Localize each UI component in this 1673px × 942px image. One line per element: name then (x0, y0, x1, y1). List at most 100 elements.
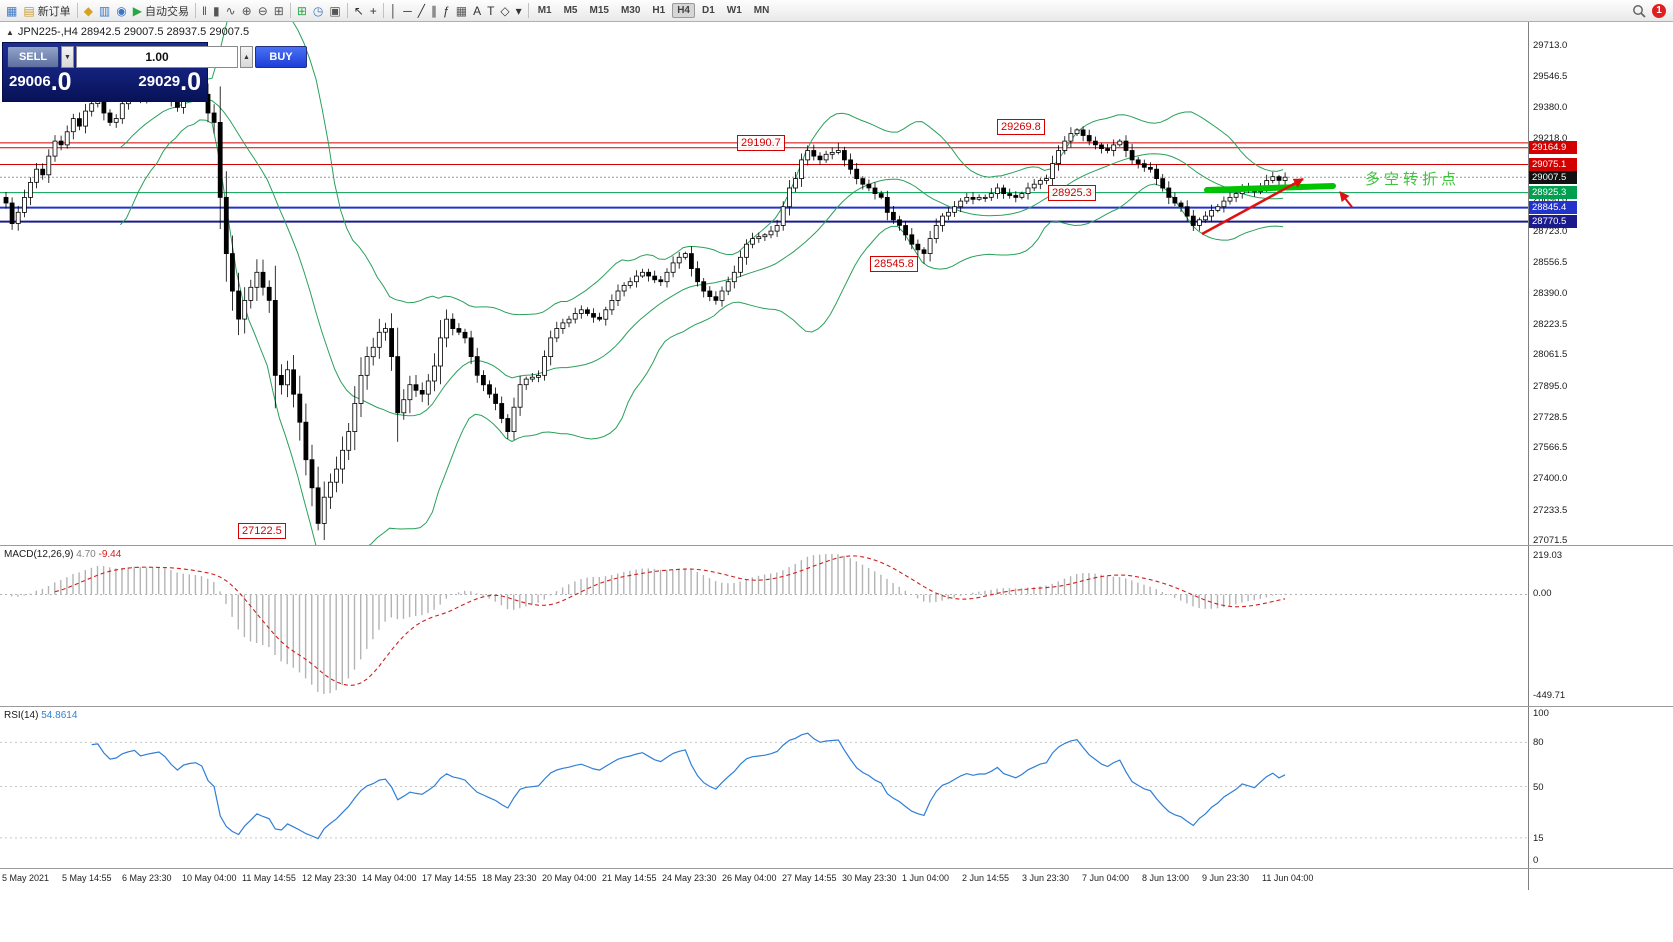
grid-button[interactable]: ▦ (453, 2, 470, 20)
axis-price-label: 27566.5 (1533, 442, 1568, 453)
period-button[interactable]: ◷ (310, 2, 326, 20)
rsi-label: RSI(14) 54.8614 (4, 710, 78, 721)
indicators-button[interactable]: ⊞ (294, 2, 310, 20)
price-annotation[interactable]: 29269.8 (997, 119, 1045, 135)
price-axis[interactable]: 29713.029546.529380.029218.029051.528890… (1528, 22, 1673, 890)
vline-button[interactable]: │ (387, 2, 401, 20)
text-icon: A (473, 3, 482, 18)
macd-axis-label: 219.03 (1533, 550, 1563, 561)
main-chart-svg[interactable] (0, 22, 1528, 545)
sell-button[interactable]: SELL (7, 46, 59, 68)
rsi-panel: RSI(14) 54.8614 (0, 707, 1528, 868)
new-chart-icon: ▦ (6, 3, 18, 18)
tile-windows-button[interactable]: ⊞ (271, 2, 287, 20)
shapes-dropdown[interactable]: ▾ (513, 2, 525, 20)
channel-button[interactable]: ∥ (428, 2, 440, 20)
panel-separator-1[interactable] (0, 545, 1673, 546)
timeframe-m15[interactable]: M15 (589, 5, 609, 16)
toolbar-separator (76, 3, 78, 18)
timeframe-m30[interactable]: M30 (620, 5, 641, 16)
tile-windows-icon: ⊞ (273, 3, 284, 18)
rsi-chart-svg[interactable] (0, 707, 1528, 868)
macd-signal-line (54, 555, 1286, 686)
volume-input[interactable] (76, 46, 238, 68)
time-axis-label: 11 Jun 04:00 (1262, 873, 1314, 883)
label-button[interactable]: T (484, 2, 497, 20)
search-icon[interactable] (1632, 4, 1646, 18)
notification-badge[interactable]: 1 (1652, 3, 1666, 18)
candles-layer (3, 79, 1288, 541)
buy-button[interactable]: BUY (255, 46, 307, 68)
red-pointer-arrow[interactable] (1339, 191, 1353, 208)
new-order-button[interactable]: ▤ 新订单 (20, 2, 73, 20)
line-chart-icon: ∿ (225, 3, 236, 18)
rsi-axis-label: 50 (1533, 782, 1544, 793)
candle-chart-icon: ▮ (212, 3, 220, 18)
cursor-button[interactable]: ↖ (351, 2, 367, 20)
price-tag: 29007.5 (1529, 171, 1577, 184)
line-chart-button[interactable]: ∿ (223, 2, 239, 20)
new-chart-button[interactable]: ▦ (3, 2, 20, 20)
price-annotation[interactable]: 28925.3 (1048, 185, 1096, 201)
text-button[interactable]: A (470, 2, 484, 20)
symbol-ohlc-text: JPN225-,H4 28942.5 29007.5 28937.5 29007… (17, 26, 250, 38)
timeframe-h4[interactable]: H4 (672, 3, 695, 18)
time-axis-label: 11 May 14:55 (242, 873, 296, 883)
green-support-line[interactable] (1204, 183, 1336, 193)
timeframe-w1[interactable]: W1 (726, 5, 742, 16)
volume-down-stepper[interactable]: ▼ (61, 46, 74, 68)
templates-button[interactable]: ▣ (326, 2, 343, 20)
zoom-out-icon: ⊖ (257, 3, 268, 18)
red-trendline-arrow[interactable] (1201, 177, 1304, 236)
rsi-line (91, 732, 1286, 840)
axis-price-label: 28723.0 (1533, 226, 1568, 237)
price-axis-main: 29713.029546.529380.029218.029051.528890… (1529, 22, 1673, 546)
price-annotation[interactable]: 28545.8 (870, 256, 918, 272)
hline-button[interactable]: ─ (400, 2, 415, 20)
price-annotation[interactable]: 29190.7 (737, 135, 785, 151)
macd-chart-svg[interactable] (0, 546, 1528, 706)
trendline-button[interactable]: ╱ (415, 2, 428, 20)
shapes-button[interactable]: ◇ (497, 2, 512, 20)
volume-up-stepper[interactable]: ▲ (240, 46, 253, 68)
timeframe-d1[interactable]: D1 (702, 5, 715, 16)
toolbar-groups: ▦ ▤ 新订单 ◆ ▥ ◉ ▶ 自动交易 ‖ ▮ ∿ ⊕ ⊖ ⊞ ⊞ ◷ ▣ ↖ + │ ─ ╱ ∥ ƒ ▦ A T ◇ ▾ (3, 2, 525, 20)
sell-price: 29006 .0 (9, 68, 72, 96)
time-axis-label: 21 May 14:55 (602, 873, 657, 883)
market-watch-button[interactable]: ▥ (96, 2, 113, 20)
hline-icon: ─ (403, 3, 412, 18)
axis-price-label: 29380.0 (1533, 102, 1568, 113)
template-button[interactable]: ◆ (81, 2, 96, 20)
fibonacci-button[interactable]: ƒ (440, 2, 453, 20)
timeframe-bar: M1 M5 M15 M30 H1 H4 D1 W1 MN (532, 3, 776, 18)
bar-chart-icon: ‖ (201, 3, 207, 18)
zoom-in-button[interactable]: ⊕ (239, 2, 255, 20)
timeframe-m1[interactable]: M1 (537, 5, 552, 16)
panel-separator-2[interactable] (0, 706, 1673, 707)
trendline-icon: ╱ (417, 3, 426, 18)
channel-icon: ∥ (431, 3, 438, 18)
time-axis-label: 27 May 14:55 (782, 873, 837, 883)
timeframe-m5[interactable]: M5 (563, 5, 578, 16)
time-axis-label: 7 Jun 04:00 (1082, 873, 1130, 883)
fibonacci-icon: ƒ (443, 3, 450, 18)
candle-chart-button[interactable]: ▮ (210, 2, 223, 20)
bar-chart-button[interactable]: ‖ (199, 2, 210, 20)
turning-point-note[interactable]: 多空转折点 (1365, 171, 1461, 188)
time-axis[interactable]: 5 May 2021 5 May 14:55 6 May 23:30 10 May 0… (0, 869, 1528, 890)
timeframe-h1[interactable]: H1 (652, 5, 666, 16)
axis-price-label: 29546.5 (1533, 71, 1568, 82)
alerts-button[interactable]: ◉ (113, 2, 129, 20)
timeframe-mn[interactable]: MN (753, 5, 770, 16)
time-axis-label: 18 May 23:30 (482, 873, 537, 883)
axis-price-label: 27400.0 (1533, 473, 1568, 484)
price-tag: 28770.5 (1529, 215, 1577, 228)
price-annotation[interactable]: 27122.5 (238, 523, 286, 539)
crosshair-button[interactable]: + (367, 2, 380, 20)
toolbar-separator (382, 3, 384, 18)
macd-axis-label: -449.71 (1533, 690, 1566, 701)
autotrade-button[interactable]: ▶ 自动交易 (130, 2, 192, 20)
time-axis-label: 6 May 23:30 (122, 873, 172, 883)
zoom-out-button[interactable]: ⊖ (255, 2, 271, 20)
